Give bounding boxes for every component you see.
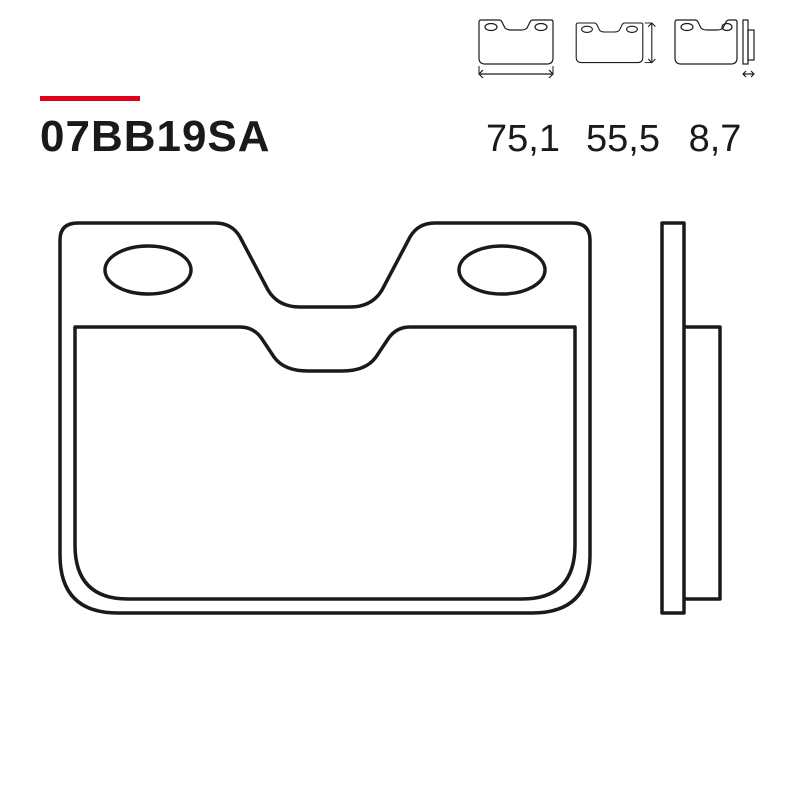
dimension-width: 75,1: [473, 118, 573, 161]
brake-pad-drawing: [40, 215, 760, 775]
width-dimension-icon: [471, 18, 561, 82]
height-dimension-icon: [569, 18, 659, 82]
side-view-backing-plate: [662, 223, 684, 613]
part-number: 07BB19SA: [40, 112, 473, 162]
front-view-friction-material: [75, 327, 575, 599]
mounting-hole-right: [459, 246, 545, 294]
front-view-backing-plate: [60, 223, 590, 613]
mounting-hole-left: [105, 246, 191, 294]
thickness-dimension-icon: [667, 18, 757, 82]
separator-rule: [40, 96, 140, 101]
header-dimension-icons: [471, 18, 757, 82]
dimension-thickness: 8,7: [673, 118, 757, 161]
dimension-height: 55,5: [573, 118, 673, 161]
data-row: 07BB19SA 75,1 55,5 8,7: [40, 112, 757, 162]
side-view-friction-material: [684, 327, 720, 599]
